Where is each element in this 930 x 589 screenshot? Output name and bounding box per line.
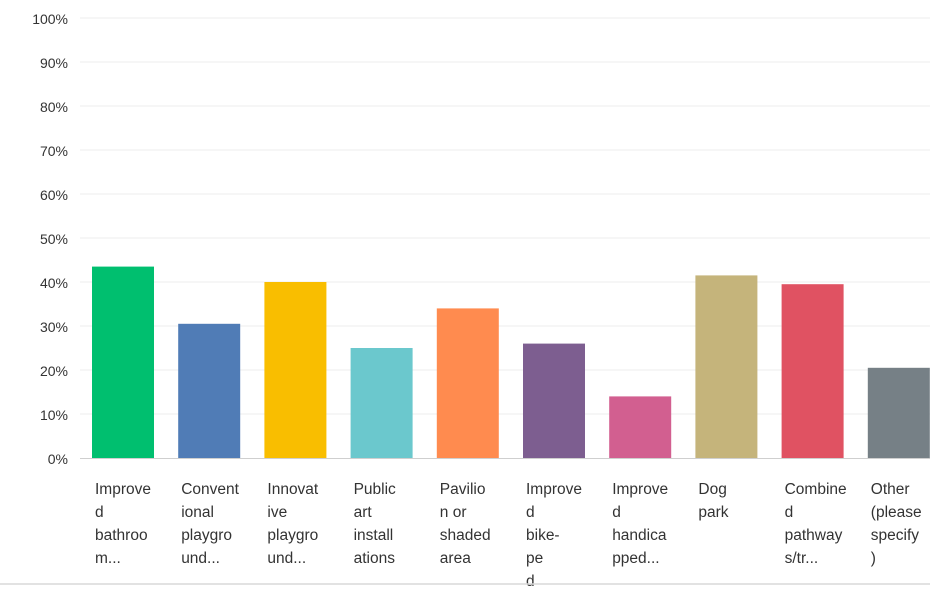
x-category-label: Improve d handica pped... <box>612 481 668 567</box>
y-tick-label: 20% <box>40 363 68 379</box>
bar <box>867 367 930 458</box>
x-category-label: Convent ional playgro und... <box>181 481 239 567</box>
bar <box>264 282 327 458</box>
bars <box>92 266 930 458</box>
bar <box>523 343 585 458</box>
x-category-label: Innovat ive playgro und... <box>267 481 319 567</box>
x-category-label: Public art install ations <box>354 481 396 567</box>
bar <box>92 266 154 458</box>
x-category-label: Dog park <box>698 481 728 521</box>
y-tick-label: 100% <box>32 11 68 27</box>
x-category-label: Other (please specify) <box>871 481 922 567</box>
x-axis-category-labels: Improve d bathroo m... Convent ional playgro un… <box>95 481 922 589</box>
y-tick-label: 40% <box>40 275 68 291</box>
y-axis-tick-labels: 0% 10% 20% 30% 40% 50% 60% 70% 80% 90% 100% <box>32 11 68 467</box>
bar <box>350 348 413 458</box>
bar <box>695 275 758 458</box>
y-tick-label: 70% <box>40 143 68 159</box>
y-tick-label: 10% <box>40 407 68 423</box>
y-tick-label: 60% <box>40 187 68 203</box>
x-category-label: Improve d bike-pe d <box>526 481 582 589</box>
x-category-label: Pavilio n or shaded area <box>440 481 491 567</box>
x-category-label: Improve d bathroo m... <box>95 481 151 567</box>
bar <box>781 284 844 458</box>
y-tick-label: 80% <box>40 99 68 115</box>
y-tick-label: 30% <box>40 319 68 335</box>
y-tick-label: 0% <box>48 451 68 467</box>
x-category-label: Combine d pathway s/tr... <box>785 481 847 567</box>
y-tick-label: 50% <box>40 231 68 247</box>
bar <box>436 308 499 458</box>
y-tick-label: 90% <box>40 55 68 71</box>
bar <box>178 323 241 458</box>
bar <box>609 396 672 458</box>
